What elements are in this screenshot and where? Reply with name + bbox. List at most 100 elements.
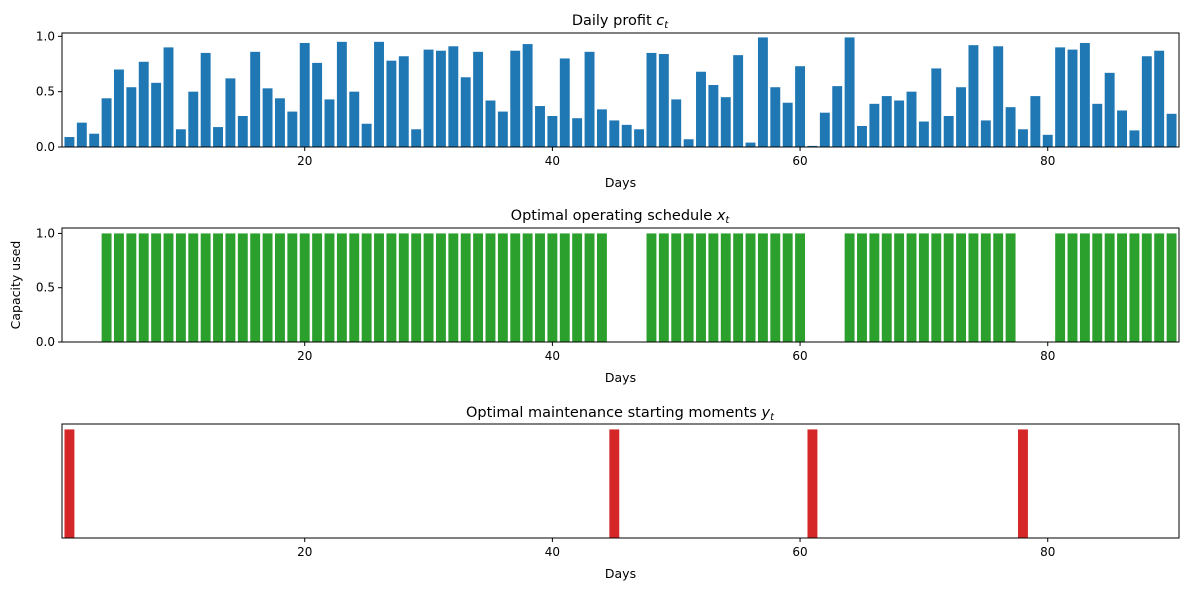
bar (1079, 233, 1090, 342)
bar (572, 118, 583, 147)
bar (943, 233, 954, 342)
bar (857, 233, 867, 342)
bar (188, 233, 199, 342)
x-tick-label: 20 (297, 545, 312, 559)
bars (64, 429, 1028, 538)
bar (931, 233, 942, 342)
bar (819, 112, 830, 147)
bar (287, 233, 298, 342)
bar (423, 49, 434, 147)
y-tick-label: 0.0 (36, 335, 55, 349)
bar (485, 233, 496, 342)
bar (435, 50, 446, 147)
chart-title: Optimal maintenance starting moments yt (466, 405, 775, 423)
panel-maintenance-starts: Optimal maintenance starting moments yt … (61, 405, 1180, 581)
bar (646, 52, 657, 147)
bar (621, 124, 632, 147)
bar (1154, 233, 1165, 342)
bar (857, 125, 867, 147)
bar (906, 233, 917, 342)
bar (349, 233, 360, 342)
bar (683, 233, 694, 342)
bar (250, 51, 261, 147)
panel-operating-schedule: Optimal operating schedule xt 20 40 60 80 0… (8, 208, 1180, 385)
bar (361, 233, 372, 342)
y-tick-label: 1.0 (36, 226, 55, 240)
bar (733, 233, 744, 342)
bar (782, 102, 793, 147)
bar (584, 51, 595, 147)
bar (572, 233, 583, 342)
chart-title: Optimal operating schedule xt (511, 208, 731, 226)
bar (126, 87, 137, 147)
bar (473, 51, 484, 147)
bar (448, 233, 459, 342)
bar (1067, 233, 1078, 342)
bar (200, 233, 211, 342)
bar (188, 91, 199, 147)
bar (299, 233, 310, 342)
bar (881, 233, 892, 342)
bar (398, 56, 409, 147)
bar (151, 233, 162, 342)
bar (844, 233, 855, 342)
bar (795, 66, 806, 147)
bar (225, 78, 236, 147)
bar (993, 46, 1004, 147)
bar (64, 429, 75, 538)
bar (980, 120, 991, 147)
bar (658, 233, 669, 342)
x-tick-label: 80 (1040, 154, 1055, 168)
y-ticks: 0.0 0.5 1.0 (36, 29, 62, 154)
y-ticks: 0.0 0.5 1.0 (36, 226, 62, 349)
bars (101, 233, 1177, 342)
bar (559, 58, 570, 147)
bar (720, 233, 731, 342)
bar (138, 233, 149, 342)
bar (237, 116, 248, 147)
bar (1166, 233, 1177, 342)
bar (101, 233, 112, 342)
x-tick-label: 40 (545, 545, 560, 559)
bar (584, 233, 595, 342)
bar (931, 68, 942, 147)
x-tick-label: 40 (545, 154, 560, 168)
x-tick-label: 20 (297, 349, 312, 363)
x-ticks: 20 40 60 80 (297, 147, 1055, 168)
y-tick-label: 0.5 (36, 281, 55, 295)
bar (510, 233, 521, 342)
bar (1141, 233, 1152, 342)
x-axis-label: Days (605, 370, 636, 385)
bar (634, 129, 645, 147)
bar (213, 233, 223, 342)
x-ticks: 20 40 60 80 (297, 342, 1055, 363)
x-tick-label: 60 (792, 154, 807, 168)
bars (64, 37, 1177, 147)
bar (993, 233, 1004, 342)
bar (869, 233, 880, 342)
axes-frame (61, 423, 1180, 539)
bar (163, 233, 174, 342)
axes-frame (61, 32, 1180, 148)
bar (881, 96, 892, 147)
bar (213, 127, 223, 147)
bar (237, 233, 248, 342)
bar (386, 60, 397, 147)
x-axis-label: Days (605, 566, 636, 581)
bar (1055, 47, 1066, 147)
bar (1092, 103, 1103, 147)
bar (225, 233, 236, 342)
bar (745, 142, 756, 147)
bar (980, 233, 991, 342)
bar (411, 233, 422, 342)
bar (64, 137, 75, 147)
bar (1104, 233, 1115, 342)
bar (770, 87, 781, 147)
bar (943, 116, 954, 147)
bar (1154, 50, 1165, 147)
bar (894, 100, 905, 147)
panel-daily-profit: Daily profit ct 20 40 60 80 0.0 0.5 1.0 Days (36, 13, 1180, 190)
x-ticks: 20 40 60 80 (297, 538, 1055, 559)
bar (200, 52, 211, 147)
